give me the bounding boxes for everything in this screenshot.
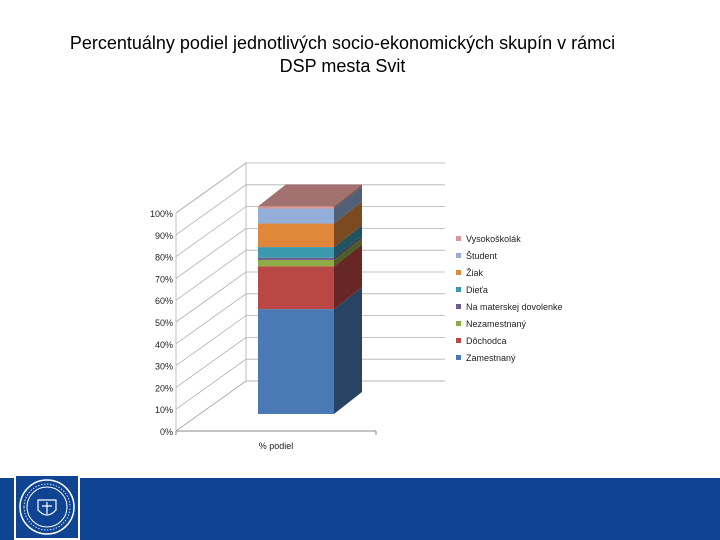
bar-side-6 (334, 186, 362, 224)
bar-side-3 (334, 235, 362, 260)
y-tick-label: 80% (155, 253, 173, 263)
gridline (175, 293, 445, 345)
y-tick-label: 60% (155, 296, 173, 306)
bar-side-4 (334, 225, 362, 258)
bar-segment-7 (258, 206, 334, 209)
chart-title-line-2: DSP mesta Svit (279, 56, 406, 76)
bar-top (258, 184, 362, 207)
seal-emblem-icon (19, 479, 75, 535)
footer-bar (0, 478, 720, 540)
legend-label: Nezamestnaný (466, 319, 527, 329)
y-tick-label: 30% (155, 362, 173, 372)
legend-swatch (456, 270, 461, 275)
legend-swatch (456, 287, 461, 292)
legend-label: Zamestnaný (466, 353, 516, 363)
gridline (175, 162, 445, 214)
legend-label: Dôchodca (466, 336, 507, 346)
gridline (175, 358, 445, 410)
bar-segment-1 (258, 266, 334, 310)
bar-side-0 (334, 287, 362, 414)
bar-side-2 (334, 237, 362, 267)
bar-side-7 (334, 184, 362, 209)
bar-segment-6 (258, 208, 334, 224)
legend-label: Žiak (466, 268, 484, 278)
gridline (175, 249, 445, 301)
y-tick-label: 20% (155, 383, 173, 393)
legend-swatch (456, 236, 461, 241)
bar-side-1 (334, 244, 362, 310)
legend-label: Na materskej dovolenke (466, 302, 563, 312)
chart-title: Percentuálny podiel jednotlivých socio-e… (20, 32, 665, 78)
y-tick-label: 90% (155, 231, 173, 241)
y-tick-label: 70% (155, 274, 173, 284)
legend-swatch (456, 321, 461, 326)
y-tick-label: 40% (155, 340, 173, 350)
university-seal-logo (14, 474, 80, 540)
gridline (175, 336, 445, 388)
legend-swatch (456, 304, 461, 309)
legend-swatch (456, 355, 461, 360)
stacked-bar-chart: 0% 10% 20% 30% 40% 50% 60% 70% 80% 90% 100% % podie… (150, 162, 563, 451)
legend-swatch (456, 338, 461, 343)
bar-segment-5 (258, 223, 334, 248)
y-tick-label: 0% (160, 427, 173, 437)
y-tick-label: 100% (150, 209, 173, 219)
chart-title-line-1: Percentuálny podiel jednotlivých socio-e… (69, 33, 616, 53)
gridline (175, 315, 445, 366)
bar-segment-2 (258, 259, 334, 267)
gridline (175, 227, 445, 279)
legend-label: Študent (466, 251, 498, 261)
bar-side-5 (334, 201, 362, 248)
gridline (175, 380, 445, 432)
legend-swatch (456, 253, 461, 258)
gridline (175, 271, 445, 323)
y-tick-label: 10% (155, 405, 173, 415)
bar-segment-3 (258, 257, 334, 260)
bar-segment-0 (258, 309, 334, 414)
gridline (175, 206, 445, 257)
y-tick-label: 50% (155, 318, 173, 328)
x-category-label: % podiel (259, 441, 294, 451)
bar-segment-4 (258, 247, 334, 258)
legend-label: Dieťa (466, 285, 488, 295)
gridline (175, 184, 445, 236)
legend-label: Vysokoškolák (466, 234, 521, 244)
